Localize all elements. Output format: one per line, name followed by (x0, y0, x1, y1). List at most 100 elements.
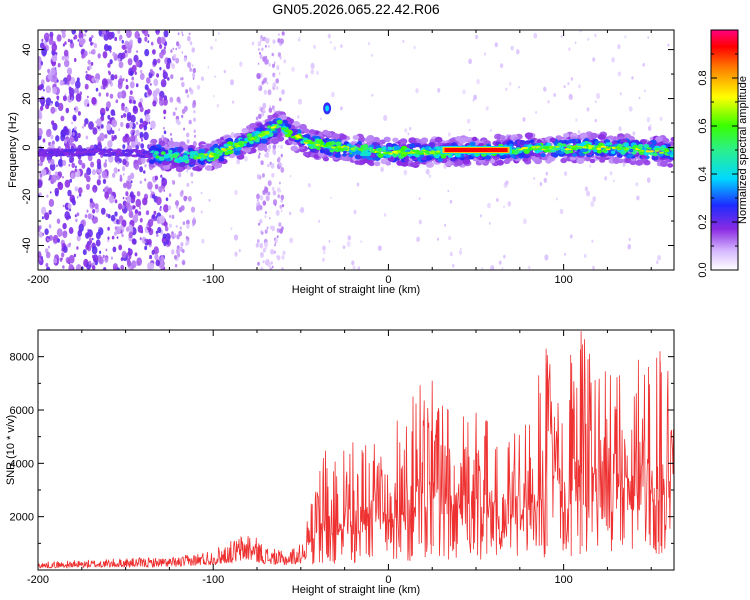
noise-speckle (63, 59, 70, 68)
noise-speckle (126, 260, 132, 267)
noise-speckle (172, 111, 176, 117)
noise-speckle (280, 144, 283, 149)
noise-speckle (604, 176, 608, 181)
noise-speckle (157, 58, 161, 64)
ridge-cell (667, 151, 672, 155)
ridge-cell (457, 137, 467, 144)
noise-speckle (91, 246, 98, 255)
noise-speckle (95, 87, 99, 92)
noise-speckle (208, 198, 211, 202)
noise-speckle (543, 86, 547, 92)
ridge-core-cell (621, 146, 627, 149)
noise-speckle (144, 37, 147, 42)
noise-speckle (130, 180, 133, 184)
y-tick-label: 6000 (10, 405, 34, 417)
noise-speckle (590, 201, 595, 207)
noise-speckle (91, 48, 96, 55)
noise-speckle (200, 210, 203, 214)
ridge-cell (272, 113, 279, 119)
noise-speckle (150, 83, 152, 86)
noise-speckle (147, 89, 152, 96)
noise-speckle (106, 123, 112, 131)
ridge-cell (409, 143, 415, 148)
noise-speckle (189, 41, 193, 46)
noise-speckle (274, 203, 277, 207)
noise-speckle (368, 42, 371, 46)
noise-speckle (56, 79, 59, 83)
noise-speckle (71, 197, 76, 204)
noise-speckle (276, 255, 281, 261)
noise-speckle (323, 250, 326, 255)
noise-speckle (45, 85, 51, 94)
noise-speckle (105, 30, 110, 34)
noise-speckle (280, 209, 283, 213)
noise-speckle (54, 187, 60, 195)
noise-speckle (41, 47, 47, 57)
noise-speckle (186, 132, 190, 138)
noise-speckle (87, 103, 90, 107)
ridge-core-cell (242, 141, 248, 144)
noise-speckle (267, 89, 272, 96)
noise-speckle (328, 239, 331, 243)
noise-speckle (178, 172, 182, 178)
ridge-cell (444, 161, 452, 167)
noise-speckle (177, 32, 180, 36)
noise-speckle (136, 50, 138, 53)
noise-speckle (352, 265, 356, 270)
ridge-core-cell (637, 147, 643, 150)
noise-speckle (186, 236, 190, 241)
noise-speckle (47, 72, 53, 80)
noise-speckle (61, 56, 65, 61)
noise-speckle (133, 100, 136, 105)
noise-speckle (104, 159, 107, 163)
noise-speckle (278, 161, 282, 166)
noise-speckle (43, 88, 45, 92)
noise-speckle (91, 237, 94, 241)
noise-speckle (642, 63, 645, 67)
noise-speckle (316, 70, 319, 75)
noise-speckle (144, 114, 151, 122)
noise-speckle (260, 251, 264, 258)
noise-speckle (239, 61, 243, 67)
noise-speckle (574, 41, 577, 44)
ridge-core-cell (253, 136, 258, 139)
ridge-cell (484, 155, 491, 160)
noise-speckle (172, 235, 175, 240)
ridge-cell (518, 152, 525, 157)
noise-speckle (163, 204, 169, 213)
noise-speckle (299, 209, 302, 212)
snr-panel: -200 -100 0 100 2000 4000 6000 8000 Height of … (5, 329, 675, 596)
noise-speckle (494, 42, 498, 48)
noise-speckle (125, 155, 129, 161)
noise-speckle (279, 97, 282, 102)
noise-speckle (165, 233, 171, 242)
noise-speckle (178, 230, 183, 237)
ridge-core-cell (249, 137, 255, 140)
noise-speckle (129, 90, 133, 95)
noise-speckle (236, 158, 241, 165)
noise-speckle (624, 35, 627, 39)
ridge-cell (172, 141, 180, 148)
ridge-cell (450, 157, 456, 162)
ridge-cell (255, 127, 262, 132)
ridge-core-cell (521, 147, 527, 150)
ridge-cell (189, 158, 197, 165)
noise-speckle (189, 66, 192, 70)
noise-speckle (81, 54, 85, 59)
noise-speckle (92, 169, 96, 176)
noise-speckle (84, 30, 88, 33)
ridge-core-cell (577, 147, 583, 150)
noise-speckle (102, 51, 108, 59)
ridge-cell (589, 158, 596, 164)
ridge-core-cell (315, 143, 320, 146)
ridge-core-cell (193, 155, 199, 158)
noise-speckle (180, 205, 185, 211)
noise-speckle (371, 93, 374, 97)
noise-speckle (69, 93, 73, 98)
ridge-cell (655, 136, 663, 143)
ridge-cell (329, 148, 335, 153)
noise-speckle (234, 251, 238, 257)
noise-speckle (193, 216, 196, 220)
ridge-cell (560, 148, 566, 152)
noise-speckle (437, 237, 439, 241)
